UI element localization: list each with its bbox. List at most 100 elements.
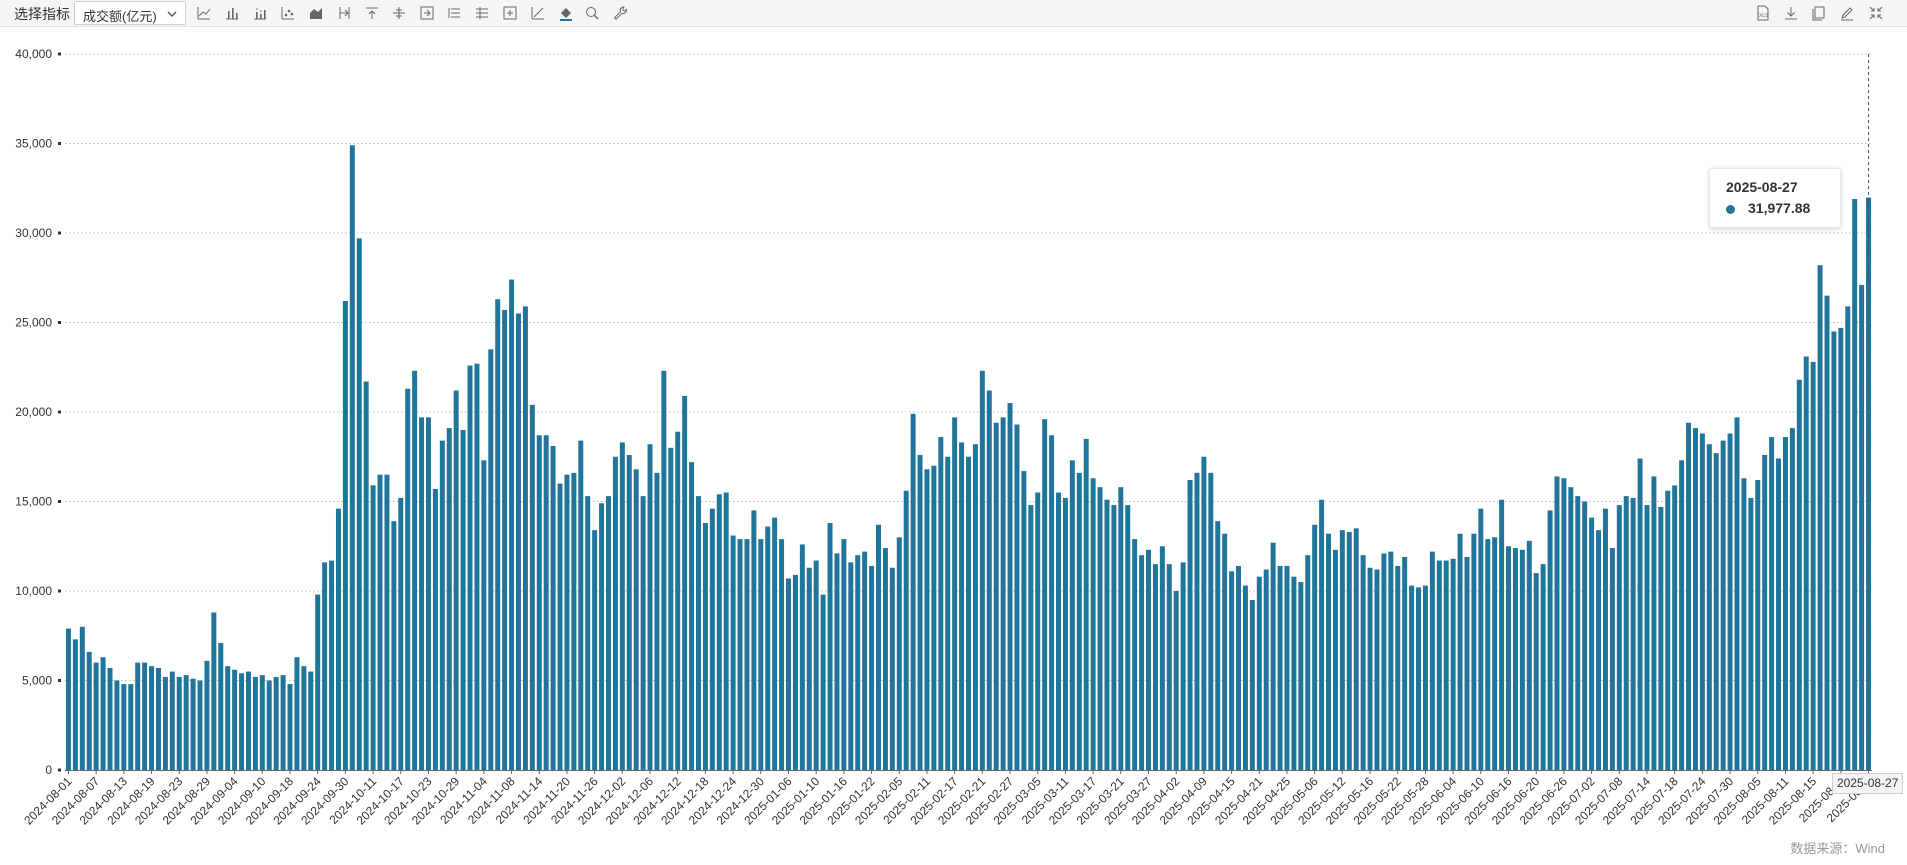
bar <box>1561 478 1567 770</box>
bar <box>917 454 923 770</box>
bar <box>405 388 411 770</box>
bar <box>952 417 958 770</box>
bar <box>1596 530 1602 770</box>
zoom-icon[interactable] <box>584 5 600 21</box>
tooltip-date: 2025-08-27 <box>1726 179 1798 195</box>
bar <box>204 660 210 770</box>
fill-color-icon[interactable] <box>558 5 574 21</box>
edit-icon[interactable] <box>1839 5 1855 21</box>
y-tick-label: 35,000 <box>15 137 52 151</box>
bar <box>924 469 930 770</box>
bar <box>239 673 245 770</box>
bar <box>1277 565 1283 770</box>
bar <box>1021 471 1027 770</box>
align-middle-icon[interactable] <box>391 5 407 21</box>
insert-column-icon[interactable] <box>336 5 352 21</box>
chart-tooltip: 2025-08-27 31,977.88 <box>1709 168 1841 228</box>
bar <box>412 370 418 770</box>
bar <box>1395 565 1401 770</box>
svg-text:XLS: XLS <box>1759 13 1769 19</box>
tree-list-icon[interactable] <box>474 5 490 21</box>
add-box-icon[interactable] <box>502 5 518 21</box>
align-top-icon[interactable] <box>364 5 380 21</box>
copy-icon[interactable] <box>1811 5 1827 21</box>
bar <box>1699 433 1705 770</box>
bar <box>1208 472 1214 770</box>
bar <box>910 413 916 770</box>
collapse-icon[interactable] <box>1868 5 1884 21</box>
bar <box>1215 521 1221 770</box>
bar <box>391 521 397 770</box>
bar <box>169 671 175 770</box>
wrench-icon[interactable] <box>612 5 628 21</box>
bar-chart-icon[interactable] <box>224 5 240 21</box>
y-tick-label: 40,000 <box>15 47 52 61</box>
line-chart-icon[interactable] <box>196 5 212 21</box>
bar <box>882 548 888 770</box>
bar <box>1090 478 1096 770</box>
bar <box>425 417 431 770</box>
export-excel-icon[interactable]: XLS <box>1755 5 1771 21</box>
bar <box>1644 505 1650 770</box>
bar <box>322 562 328 770</box>
trend-icon[interactable] <box>530 5 546 21</box>
bar <box>1575 496 1581 770</box>
bar <box>232 669 238 770</box>
bar <box>889 567 895 770</box>
bar <box>1298 582 1304 770</box>
bar <box>384 474 390 770</box>
bar <box>1554 476 1560 770</box>
area-chart-icon[interactable] <box>308 5 324 21</box>
bar <box>107 667 113 770</box>
bar <box>162 676 168 770</box>
bar <box>557 483 563 770</box>
bar <box>1651 476 1657 770</box>
bar <box>640 496 646 770</box>
bar <box>1506 546 1512 770</box>
bar <box>1533 573 1539 770</box>
bar <box>1187 480 1193 770</box>
indicator-dropdown[interactable]: 成交额(亿元) <box>74 1 186 25</box>
bar <box>370 485 376 770</box>
bar <box>1028 505 1034 770</box>
bar <box>806 567 812 770</box>
stacked-bar-icon[interactable] <box>252 5 268 21</box>
bar <box>869 565 875 770</box>
arrow-right-bar-icon[interactable] <box>419 5 435 21</box>
bar <box>218 642 224 770</box>
bar <box>1845 306 1851 770</box>
bar <box>1180 562 1186 770</box>
bar <box>1194 472 1200 770</box>
bar <box>1312 524 1318 770</box>
list-icon[interactable] <box>446 5 462 21</box>
y-tick-label: 10,000 <box>15 584 52 598</box>
y-tick-mark <box>58 679 61 682</box>
bar <box>1159 546 1165 770</box>
bar <box>349 145 355 770</box>
bar <box>1859 284 1865 770</box>
bar <box>716 494 722 770</box>
bar <box>1139 555 1145 770</box>
bar <box>578 440 584 770</box>
bar <box>841 539 847 770</box>
bar <box>135 662 141 770</box>
bar <box>1339 530 1345 770</box>
bar <box>1464 556 1470 770</box>
bar <box>1000 417 1006 770</box>
bar <box>1741 478 1747 770</box>
y-tick-label: 5,000 <box>22 674 52 688</box>
bar <box>1346 531 1352 770</box>
bar <box>695 496 701 770</box>
bar <box>1256 576 1262 770</box>
bar <box>876 524 881 770</box>
bar <box>605 496 611 770</box>
y-tick-mark <box>58 231 61 235</box>
scatter-icon[interactable] <box>280 5 296 21</box>
tooltip-series-dot <box>1726 205 1735 214</box>
download-icon[interactable] <box>1783 5 1799 21</box>
bar <box>758 539 764 770</box>
bar <box>474 363 480 770</box>
bar <box>737 539 743 770</box>
bar <box>1727 433 1733 770</box>
y-tick-mark <box>58 321 61 324</box>
